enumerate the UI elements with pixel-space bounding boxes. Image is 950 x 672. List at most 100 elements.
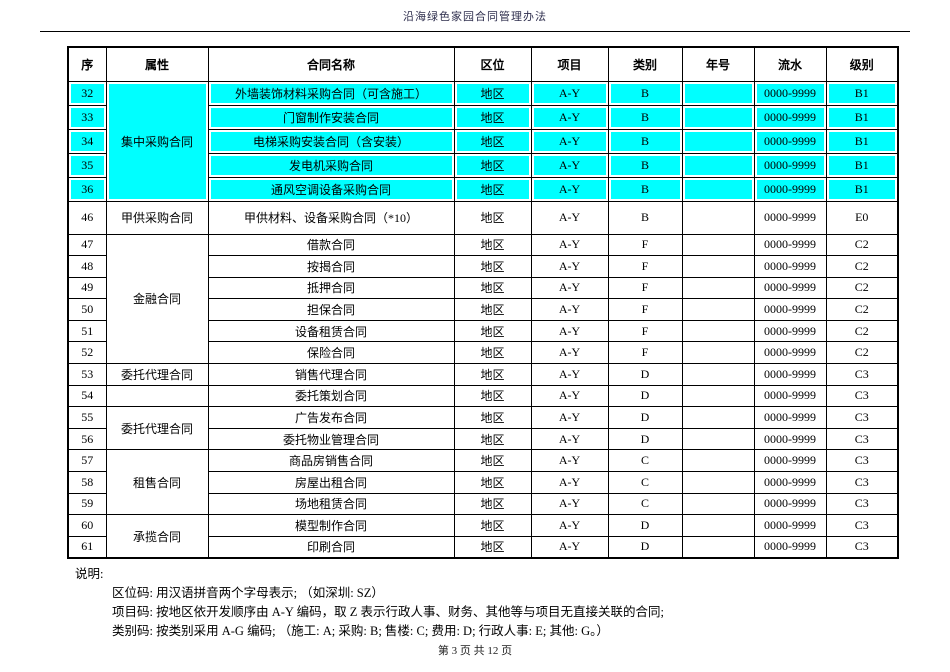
cell-name: 门窗制作安装合同	[207, 104, 455, 130]
cell-cat: D	[607, 535, 683, 559]
note-line-category-code: 类别码: 按类别采用 A-G 编码; （施工: A; 采购: B; 售楼: C;…	[112, 624, 609, 638]
cell-loc: 地区	[453, 176, 532, 202]
cell-year	[681, 176, 755, 202]
cell-loc: 地区	[453, 233, 532, 257]
cell-proj: A-Y	[530, 200, 609, 235]
cell-serial: 0000-9999	[753, 200, 827, 235]
cell-name: 房屋出租合同	[207, 471, 455, 494]
cell-name: 发电机采购合同	[207, 152, 455, 178]
cell-serial: 0000-9999	[753, 341, 827, 365]
cell-cat: F	[607, 319, 683, 343]
col-header-serial: 流水	[753, 46, 827, 82]
cell-loc: 地区	[453, 535, 532, 559]
table-row-55: 55 委托代理合同 广告发布合同 地区 A-Y D 0000-9999 C3	[67, 406, 899, 451]
cell-name: 借款合同	[207, 233, 455, 257]
cell-loc: 地区	[453, 514, 532, 537]
cell-cat: F	[607, 255, 683, 278]
cell-loc: 地区	[453, 471, 532, 494]
cell-serial: 0000-9999	[753, 255, 827, 278]
cell-level: B1	[825, 104, 899, 130]
table-row-32: 32 集中采购合同 外墙装饰材料采购合同（可含施工） 地区 A-Y B 0000-9999 B…	[67, 80, 899, 202]
cell-year	[681, 80, 755, 106]
cell-seq: 55	[67, 406, 107, 429]
cell-cat: C	[607, 449, 683, 473]
cell-level: B1	[825, 128, 899, 154]
cell-loc: 地区	[453, 104, 532, 130]
cell-loc: 地区	[453, 449, 532, 473]
cell-year	[681, 535, 755, 559]
cell-name: 通风空调设备采购合同	[207, 176, 455, 202]
cell-level: C2	[825, 319, 899, 343]
cell-level: C3	[825, 406, 899, 429]
cell-serial: 0000-9999	[753, 128, 827, 154]
cell-proj: A-Y	[530, 176, 609, 202]
cell-name: 模型制作合同	[207, 514, 455, 537]
cell-proj: A-Y	[530, 471, 609, 494]
cell-serial: 0000-9999	[753, 384, 827, 408]
cell-seq: 57	[67, 449, 107, 473]
cell-seq: 32	[67, 80, 107, 106]
cell-serial: 0000-9999	[753, 276, 827, 300]
cell-name: 担保合同	[207, 298, 455, 321]
cell-serial: 0000-9999	[753, 427, 827, 451]
cell-name: 商品房销售合同	[207, 449, 455, 473]
cell-year	[681, 298, 755, 321]
cell-seq: 48	[67, 255, 107, 278]
cell-serial: 0000-9999	[753, 363, 827, 386]
table-row-36: 36 通风空调设备采购合同 地区 A-Y B 0000-9999 B1	[67, 176, 899, 202]
cell-cat: D	[607, 363, 683, 386]
cell-proj: A-Y	[530, 449, 609, 473]
cell-level: C3	[825, 471, 899, 494]
cell-serial: 0000-9999	[753, 449, 827, 473]
cell-name: 甲供材料、设备采购合同（*10）	[207, 200, 455, 235]
cell-cat: F	[607, 233, 683, 257]
cell-seq: 61	[67, 535, 107, 559]
cell-seq: 47	[67, 233, 107, 257]
page-number: 第 3 页 共 12 页	[437, 645, 513, 657]
col-header-name: 合同名称	[207, 46, 455, 82]
cell-serial: 0000-9999	[753, 80, 827, 106]
cell-year	[681, 152, 755, 178]
cell-level: C2	[825, 233, 899, 257]
cell-loc: 地区	[453, 152, 532, 178]
cell-loc: 地区	[453, 427, 532, 451]
table-row-61: 61 印刷合同 地区 A-Y D 0000-9999 C3	[67, 535, 899, 559]
cell-loc: 地区	[453, 298, 532, 321]
cell-loc: 地区	[453, 384, 532, 408]
table-header-row: 序属性 合同名称 区位 项目 类别 年号 流水 级别	[67, 46, 899, 82]
cell-year	[681, 233, 755, 257]
cell-seq: 53	[67, 363, 107, 386]
header-rule	[40, 31, 910, 32]
cell-serial: 0000-9999	[753, 514, 827, 537]
cell-cat: F	[607, 341, 683, 365]
cell-serial: 0000-9999	[753, 233, 827, 257]
cell-year	[681, 341, 755, 365]
cell-proj: A-Y	[530, 406, 609, 429]
cell-seq: 56	[67, 427, 107, 451]
cell-serial: 0000-9999	[753, 319, 827, 343]
cell-proj: A-Y	[530, 319, 609, 343]
table-row-60: 60 承揽合同 模型制作合同 地区 A-Y D 0000-9999 C3	[67, 514, 899, 559]
cell-cat: B	[607, 80, 683, 106]
table-row-50: 50 担保合同 地区 A-Y F 0000-9999 C2	[67, 298, 899, 321]
cell-level: C2	[825, 276, 899, 300]
cell-name: 电梯采购安装合同（含安装）	[207, 128, 455, 154]
cell-proj: A-Y	[530, 514, 609, 537]
cell-serial: 0000-9999	[753, 152, 827, 178]
cell-cat: C	[607, 492, 683, 516]
table-row-48: 48 按揭合同 地区 A-Y F 0000-9999 C2	[67, 255, 899, 278]
cell-attr: 甲供采购合同	[105, 200, 209, 235]
cell-level: C3	[825, 492, 899, 516]
table-row-53: 53 委托代理合同 销售代理合同 地区 A-Y D 0000-9999 C3	[67, 363, 899, 386]
cell-serial: 0000-9999	[753, 104, 827, 130]
cell-attr: 租售合同	[105, 449, 209, 516]
cell-year	[681, 514, 755, 537]
table-row-34: 34 电梯采购安装合同（含安装） 地区 A-Y B 0000-9999 B1	[67, 128, 899, 154]
cell-level: C2	[825, 341, 899, 365]
table-row-49: 49 抵押合同 地区 A-Y F 0000-9999 C2	[67, 276, 899, 300]
cell-level: C3	[825, 384, 899, 408]
cell-year	[681, 104, 755, 130]
cell-cat: B	[607, 128, 683, 154]
cell-year	[681, 200, 755, 235]
note-line-project-code: 项目码: 按地区依开发顺序由 A-Y 编码，取 Z 表示行政人事、财务、其他等与…	[112, 605, 664, 619]
